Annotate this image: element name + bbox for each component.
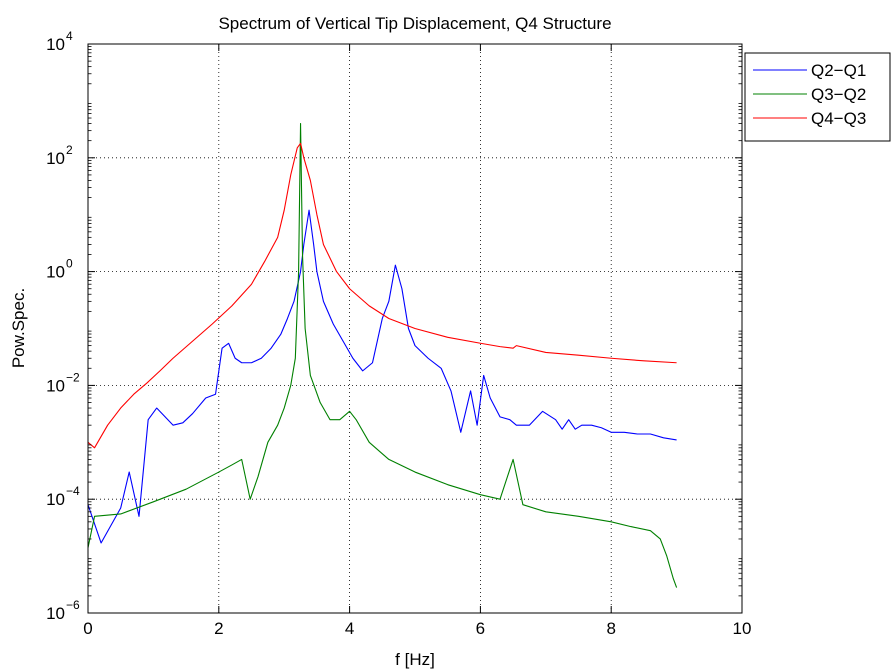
y-tick-label: 10 0 <box>46 257 73 282</box>
series-line-1 <box>87 209 677 544</box>
series-line-3 <box>87 142 677 449</box>
y-tick-label-exponent: 4 <box>66 29 73 43</box>
x-tick-label: 0 <box>83 619 92 638</box>
y-tick-label-base: 10 <box>46 604 65 623</box>
y-tick-label: 10 2 <box>46 143 73 168</box>
x-tick-label: 8 <box>606 619 615 638</box>
grid <box>88 44 742 613</box>
y-tick-label-base: 10 <box>46 35 65 54</box>
y-tick-label: 10 −2 <box>46 370 80 395</box>
y-tick-label: 10 4 <box>46 29 73 54</box>
legend: Q2−Q1 Q3−Q2 Q4−Q3 <box>744 52 891 142</box>
y-tick-label-exponent: −4 <box>66 484 80 498</box>
y-tick-label-base: 10 <box>46 376 65 395</box>
plot-area-border <box>87 43 743 614</box>
y-axis-label: Pow.Spec. <box>9 288 28 368</box>
y-tick-label-exponent: 0 <box>66 257 73 271</box>
y-tick-label-exponent: −2 <box>66 370 80 384</box>
x-tick-label: 10 <box>733 619 752 638</box>
legend-label-3: Q4−Q3 <box>811 109 866 128</box>
y-tick-label: 10 −4 <box>46 484 80 509</box>
x-axis-label: f [Hz] <box>395 650 435 669</box>
legend-label-1: Q2−Q1 <box>811 61 866 80</box>
x-tick-label: 6 <box>476 619 485 638</box>
y-tick-label-base: 10 <box>46 149 65 168</box>
legend-box <box>744 52 891 142</box>
y-tick-label-base: 10 <box>46 263 65 282</box>
x-tick-label: 2 <box>214 619 223 638</box>
y-tick-label: 10 −6 <box>46 598 80 623</box>
y-tick-label-exponent: 2 <box>66 143 73 157</box>
series-line-2 <box>87 122 678 588</box>
x-tick-label: 4 <box>345 619 354 638</box>
y-tick-label-base: 10 <box>46 490 65 509</box>
y-tick-label-exponent: −6 <box>66 598 80 612</box>
chart-title: Spectrum of Vertical Tip Displacement, Q… <box>218 14 611 33</box>
legend-label-2: Q3−Q2 <box>811 85 866 104</box>
plot-series <box>87 122 678 588</box>
